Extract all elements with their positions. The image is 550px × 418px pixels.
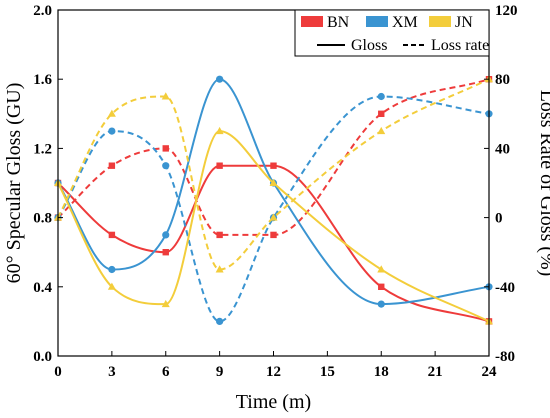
legend: BN XM JN Gloss Loss rate <box>294 9 490 57</box>
series-bn <box>54 76 493 325</box>
loss-rate-point-xm-18 <box>377 92 385 101</box>
loss-rate-point-bn-6 <box>162 145 169 152</box>
x-axis-title: Time (m) <box>236 391 311 413</box>
y-left-tick-label-4: 1.6 <box>33 72 52 88</box>
x-tick-label-3: 3 <box>108 364 116 380</box>
x-tick-label-9: 9 <box>216 364 224 380</box>
gloss-point-jn-12 <box>269 178 278 186</box>
x-tick-label-24: 24 <box>482 364 498 380</box>
gloss-point-bn-3 <box>108 231 116 239</box>
y-left-tick-label-1: 0.4 <box>33 280 52 296</box>
x-tick-label-18: 18 <box>374 364 389 380</box>
gloss-point-bn-18 <box>378 283 385 290</box>
x-tick-label-0: 0 <box>54 364 62 380</box>
loss-rate-point-jn-9 <box>215 265 224 273</box>
y-right-tick-label-0: -80 <box>495 349 515 365</box>
loss-rate-point-xm-9 <box>216 317 224 325</box>
loss-rate-point-jn-18 <box>377 126 386 135</box>
gloss-point-bn-12 <box>270 162 277 169</box>
gloss-point-jn-3 <box>107 282 116 290</box>
y-left-tick-label-2: 0.8 <box>33 211 52 227</box>
legend-swatch-xm <box>366 16 388 27</box>
x-tick-label-15: 15 <box>320 364 335 380</box>
series-jn <box>54 75 493 325</box>
y-left-tick-label-5: 2.0 <box>33 3 52 19</box>
loss-rate-point-bn-3 <box>108 162 116 169</box>
loss-rate-point-xm-3 <box>108 127 116 135</box>
gloss-line-jn <box>57 130 490 323</box>
y-right-tick-label-4: 80 <box>495 72 510 88</box>
legend-label-gloss: Gloss <box>351 37 387 54</box>
legend-label-jn: JN <box>455 14 473 31</box>
loss-rate-line-bn <box>57 78 490 236</box>
legend-label-bn: BN <box>327 14 350 31</box>
series-xm <box>54 75 493 325</box>
x-tick-label-6: 6 <box>162 364 170 380</box>
loss-rate-point-bn-12 <box>270 231 277 239</box>
gloss-line-bn <box>57 164 490 323</box>
gloss-point-jn-18 <box>377 265 386 273</box>
x-tick-label-21: 21 <box>428 364 443 380</box>
loss-rate-point-jn-3 <box>107 109 116 117</box>
legend-swatch-bn <box>301 16 323 27</box>
loss-rate-point-jn-12 <box>269 213 278 221</box>
y-left-tick-label-0: 0.0 <box>33 349 52 365</box>
gloss-point-xm-9 <box>216 75 224 83</box>
legend-label-xm: XM <box>392 14 418 31</box>
gloss-point-xm-18 <box>377 300 385 308</box>
legend-label-loss-rate: Loss rate <box>431 37 489 54</box>
series-group <box>54 75 493 325</box>
y-left-tick-label-3: 1.2 <box>33 141 52 157</box>
loss-rate-line-xm <box>57 95 490 323</box>
y-right-tick-label-5: 120 <box>495 3 518 19</box>
gloss-line-xm <box>57 78 490 306</box>
legend-swatch-jn <box>429 16 451 27</box>
y-left-axis-title: 60° Specular Gloss (GU) <box>3 83 25 284</box>
gloss-point-xm-3 <box>108 265 116 274</box>
gloss-point-jn-9 <box>215 126 224 135</box>
loss-rate-point-bn-9 <box>216 231 223 239</box>
loss-rate-point-bn-18 <box>378 110 385 117</box>
gloss-point-xm-6 <box>162 231 170 239</box>
gloss-point-bn-9 <box>216 162 223 169</box>
y-right-tick-label-2: 0 <box>495 211 503 227</box>
gloss-point-jn-6 <box>161 299 170 308</box>
y-right-axis-title: Loss Rate of Gloss (%) <box>536 90 550 277</box>
y-right-tick-label-1: -40 <box>495 280 515 296</box>
loss-rate-point-jn-6 <box>161 92 170 100</box>
x-tick-label-12: 12 <box>266 364 281 380</box>
gloss-point-bn-6 <box>162 249 169 256</box>
legend-box <box>294 9 490 57</box>
y-right-tick-label-3: 40 <box>495 141 510 157</box>
loss-rate-point-xm-6 <box>162 162 170 170</box>
